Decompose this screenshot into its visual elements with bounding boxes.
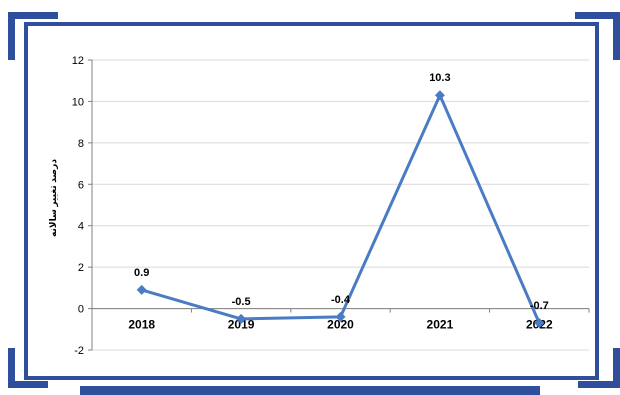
frame-corner-top-left-v: [8, 12, 15, 60]
axes: [91, 60, 590, 350]
y-tick-label: 6: [78, 179, 84, 191]
y-axis-label: درصد تغییر سالانه: [48, 159, 59, 237]
data-label: 10.3: [429, 72, 450, 84]
data-point-marker: [236, 313, 247, 324]
y-tick-label: 12: [72, 55, 84, 67]
y-tick-label: 8: [78, 138, 84, 150]
frame-corner-top-right-h: [575, 12, 620, 19]
y-tick-label: -2: [74, 345, 84, 357]
frame-corner-top-right-v: [613, 12, 620, 60]
data-point-marker: [434, 90, 445, 101]
y-tick-labels: 12 10 8 6 4 2 0 -2: [72, 55, 92, 357]
data-label: -0.5: [232, 296, 251, 308]
series: [136, 90, 545, 329]
data-label: -0.4: [331, 294, 351, 306]
y-tick-label: 2: [78, 262, 84, 274]
x-tick-label: 2018: [128, 318, 155, 332]
x-tick-label: 2020: [327, 318, 354, 332]
data-point-marker: [335, 311, 346, 322]
data-label: 0.9: [134, 267, 149, 279]
x-tick-label: 2021: [427, 318, 454, 332]
series-line: [141, 93, 541, 324]
frame-corner-bottom-left-v: [8, 348, 15, 388]
frame-corner-bottom-right-v: [613, 348, 620, 388]
frame-corner-bottom-left-h: [8, 381, 48, 388]
y-tick-label: 10: [72, 96, 84, 108]
bottom-strip: [80, 386, 540, 395]
y-tick-label: 0: [78, 304, 84, 316]
gridlines: [92, 59, 589, 351]
x-tick-label: 2019: [228, 318, 255, 332]
data-point-marker: [534, 318, 545, 329]
data-point-marker: [136, 284, 147, 295]
x-tick-labels: 20182019202020212022: [128, 318, 553, 332]
frame-corner-top-left-h: [8, 12, 58, 19]
data-labels: 0.9 -0.5 -0.4 10.3 -0.7: [134, 72, 549, 312]
data-label: -0.7: [530, 300, 549, 312]
frame-corner-bottom-right-h: [578, 381, 620, 388]
y-tick-label: 4: [78, 221, 84, 233]
